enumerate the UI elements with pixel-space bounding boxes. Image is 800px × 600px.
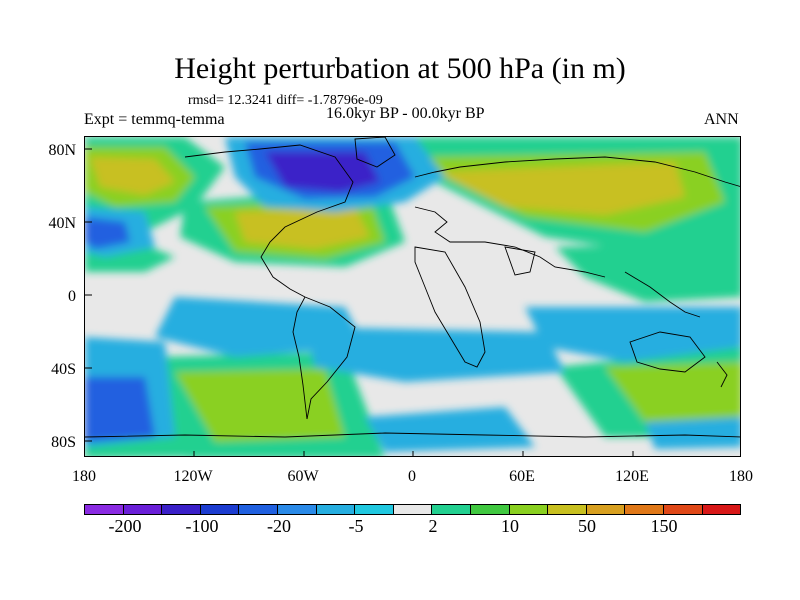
colorbar-swatch	[625, 505, 664, 514]
colorbar-swatch	[355, 505, 394, 514]
colorbar-label: -200	[108, 516, 142, 536]
lat-label-40n: 40N	[48, 215, 76, 232]
map-title: Height perturbation at 500 hPa (in m)	[174, 52, 626, 85]
colorbar-swatch	[548, 505, 587, 514]
colorbar-swatch	[316, 505, 356, 514]
colorbar-swatch	[123, 505, 163, 514]
colorbar-swatch	[85, 505, 124, 514]
colorbar-swatch	[432, 505, 471, 514]
colorbar-label: 2	[428, 516, 438, 536]
colorbar-swatch	[277, 505, 317, 514]
lat-label-0: 0	[68, 288, 76, 305]
lon-label-120w: 120W	[173, 468, 213, 485]
height-perturbation-map	[84, 136, 741, 457]
coastlines	[85, 137, 740, 438]
colorbar-swatch	[509, 505, 549, 514]
anomaly-field	[85, 137, 740, 456]
colorbar-label: -100	[185, 516, 219, 536]
lon-label-180e: 180	[729, 468, 753, 485]
lat-label-40s: 40S	[51, 361, 76, 378]
lat-label-80s: 80S	[51, 434, 76, 451]
colorbar-label: 150	[650, 516, 678, 536]
colorbar-swatch	[470, 505, 510, 514]
map-ticks	[85, 148, 634, 456]
colorbar-swatch	[162, 505, 201, 514]
lon-label-60e: 60E	[509, 468, 535, 485]
period-text: 16.0kyr BP - 00.0kyr BP	[326, 105, 485, 122]
colorbar-label: 10	[501, 516, 519, 536]
map-canvas	[85, 137, 740, 456]
lon-label-120e: 120E	[615, 468, 649, 485]
experiment-label: Expt = temmq-temma	[84, 111, 225, 128]
colorbar-label: -20	[267, 516, 291, 536]
lon-label-60w: 60W	[287, 468, 319, 485]
season-label: ANN	[704, 111, 739, 128]
colorbar	[84, 504, 741, 515]
stats-text: rmsd= 12.3241 diff= -1.78796e-09	[188, 93, 383, 108]
colorbar-swatch	[393, 505, 433, 514]
lon-label-180w: 180	[72, 468, 96, 485]
colorbar-swatch	[586, 505, 626, 514]
colorbar-swatch	[663, 505, 703, 514]
colorbar-swatch	[702, 505, 741, 514]
colorbar-swatch	[239, 505, 278, 514]
colorbar-label: -5	[348, 516, 364, 536]
colorbar-label: 50	[578, 516, 596, 536]
colorbar-swatch	[200, 505, 240, 514]
lat-label-80n: 80N	[48, 142, 76, 159]
lon-label-0: 0	[408, 468, 416, 485]
